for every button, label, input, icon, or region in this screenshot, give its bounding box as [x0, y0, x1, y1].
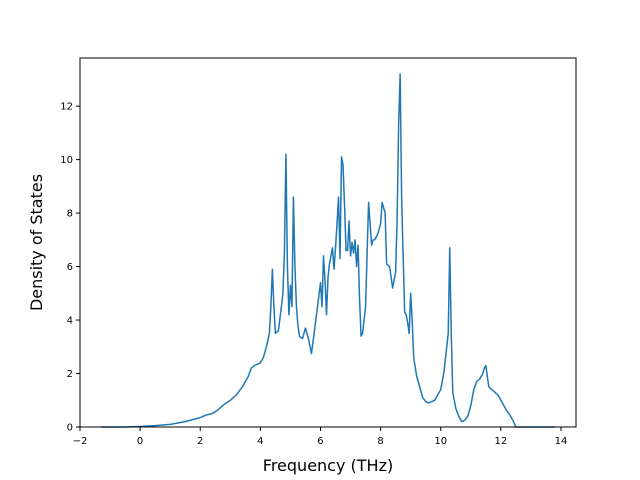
x-tick-label-0: −2: [73, 436, 88, 447]
x-tick-label-3: 4: [257, 436, 263, 447]
series-layer: [101, 73, 555, 428]
x-axis-ticks: −2 0 2 4 6 8 10 12 14: [73, 427, 568, 447]
x-tick-label-8: 14: [555, 436, 568, 447]
plot-area-frame: [79, 57, 577, 428]
y-tick-label-3: 6: [67, 262, 73, 273]
dos-series-line-0: [101, 73, 555, 428]
y-tick-label-2: 4: [67, 316, 73, 327]
y-axis-label: Density of States: [27, 174, 46, 311]
x-tick-label-4: 6: [317, 436, 323, 447]
y-tick-label-5: 10: [60, 155, 73, 166]
y-tick-label-0: 0: [67, 423, 73, 434]
y-tick-label-4: 8: [67, 209, 73, 220]
x-tick-label-5: 8: [377, 436, 383, 447]
y-tick-label-1: 2: [67, 369, 73, 380]
x-axis-label: Frequency (THz): [263, 456, 393, 475]
y-axis-ticks: 0 2 4 6 8 10 12: [60, 102, 80, 434]
y-tick-label-6: 12: [60, 102, 73, 113]
x-tick-label-7: 12: [494, 436, 507, 447]
x-tick-label-1: 0: [137, 436, 143, 447]
x-tick-label-2: 2: [197, 436, 203, 447]
x-tick-label-6: 10: [434, 436, 447, 447]
